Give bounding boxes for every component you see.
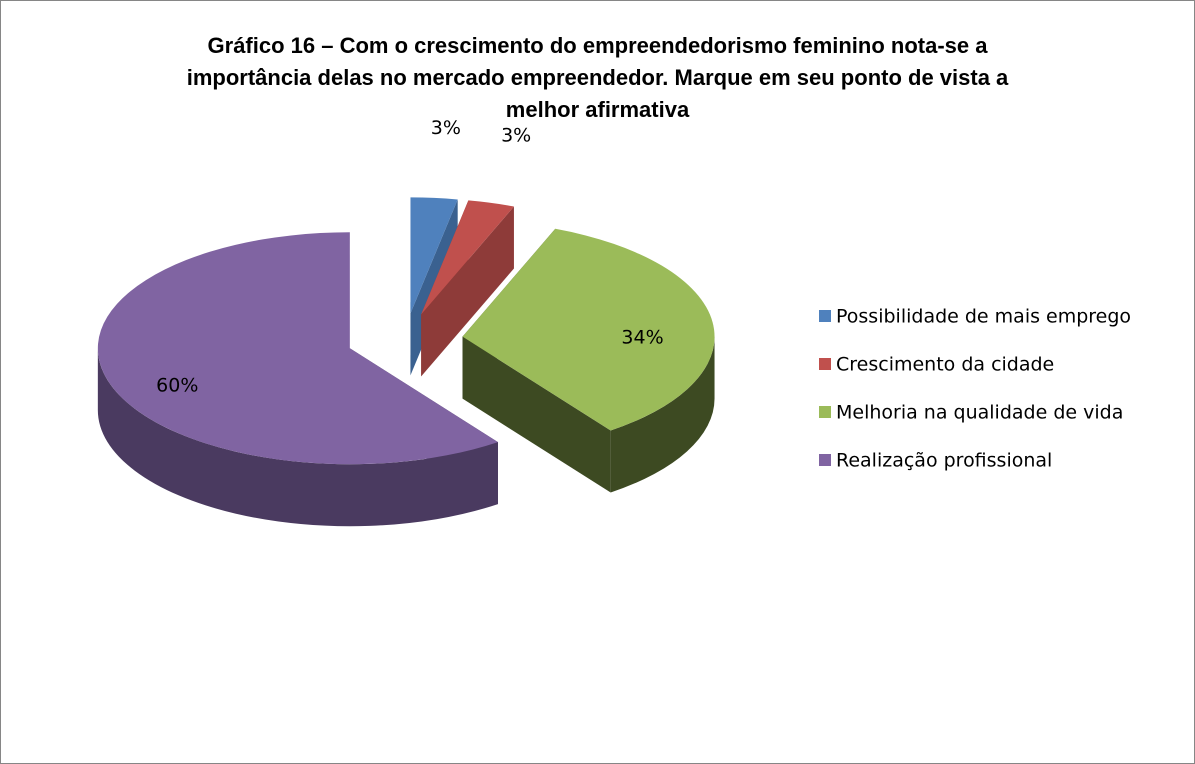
chart-title: Gráfico 16 – Com o crescimento do empree…: [186, 33, 1009, 122]
data-label: 3%: [501, 125, 531, 147]
legend-swatch: [819, 454, 831, 466]
legend-label: Possibilidade de mais emprego: [836, 306, 1131, 328]
slice-side: [421, 206, 514, 377]
legend-label: Melhoria na qualidade de vida: [836, 402, 1123, 424]
slice-side: [462, 336, 611, 493]
legend-swatch: [819, 358, 831, 370]
slice-wall: [610, 336, 715, 493]
slice-top: [410, 197, 458, 314]
slice-top: [421, 200, 514, 315]
pie-slice: [462, 228, 715, 493]
legend-label: Realização profissional: [836, 450, 1052, 472]
data-label: 34%: [621, 327, 663, 349]
slice-top: [97, 232, 498, 465]
legend-swatch: [819, 406, 831, 418]
data-label: 3%: [431, 117, 461, 139]
slice-top: [462, 228, 715, 431]
legend-label: Crescimento da cidade: [836, 354, 1054, 376]
legend-swatch: [819, 310, 831, 322]
data-label: 60%: [156, 375, 198, 397]
pie-slice: [97, 232, 498, 527]
slice-wall: [97, 348, 498, 527]
pie-slice: [421, 200, 514, 377]
